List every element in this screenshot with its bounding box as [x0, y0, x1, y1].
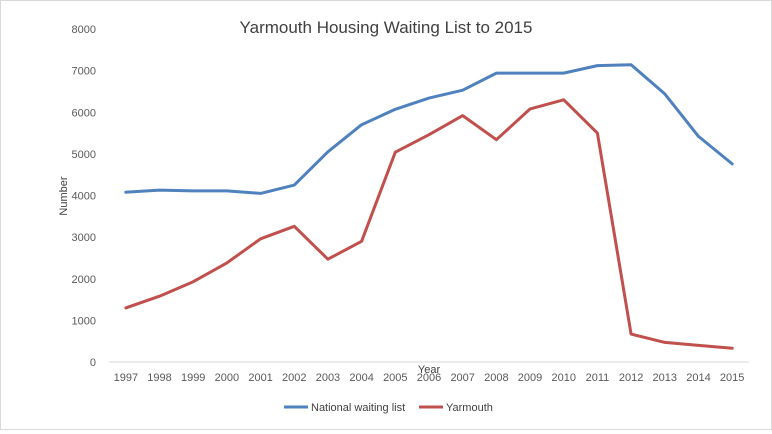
x-tick-label: 2012	[619, 372, 643, 384]
x-tick-label: 2014	[686, 372, 710, 384]
x-tick-label: 2011	[586, 372, 610, 384]
series-line-national	[124, 63, 734, 195]
x-tick-label: 2006	[417, 372, 441, 384]
series-line-yarmouth	[124, 98, 734, 350]
x-tick-label: 2010	[551, 372, 575, 384]
x-tick-label: 2015	[720, 372, 744, 384]
x-axis-ticks: 1997 1998 1999 2000 2001 2002 2003 2004 2005 2006…	[114, 372, 745, 384]
x-tick-label: 2013	[653, 372, 677, 384]
y-tick-label: 6000	[72, 107, 96, 119]
y-tick-label: 0	[90, 357, 96, 369]
x-tick-label: 1998	[147, 372, 171, 384]
y-axis-title: Number	[58, 176, 70, 215]
x-tick-label: 2004	[349, 372, 373, 384]
chart-title: Yarmouth Housing Waiting List to 2015	[240, 18, 533, 37]
x-tick-label: 2007	[450, 372, 474, 384]
x-tick-label: 2009	[518, 372, 542, 384]
y-tick-label: 2000	[72, 274, 96, 286]
y-tick-label: 5000	[72, 149, 96, 161]
x-tick-label: 2000	[215, 372, 239, 384]
series-lines	[124, 63, 734, 350]
y-tick-label: 8000	[72, 24, 96, 36]
x-tick-label: 2005	[383, 372, 407, 384]
y-tick-label: 4000	[72, 191, 96, 203]
x-tick-label: 2002	[282, 372, 306, 384]
y-tick-label: 1000	[72, 315, 96, 327]
x-tick-label: 2003	[316, 372, 340, 384]
x-tick-label: 1999	[181, 372, 205, 384]
x-tick-label: 2008	[484, 372, 508, 384]
legend-label: Yarmouth	[446, 402, 493, 414]
y-tick-label: 3000	[72, 232, 96, 244]
x-axis-title: Year	[418, 364, 441, 376]
legend-label: National waiting list	[311, 402, 405, 414]
y-tick-label: 7000	[72, 66, 96, 78]
x-tick-label: 2001	[248, 372, 272, 384]
y-axis-ticks: 0 1000 2000 3000 4000 5000 6000 7000 8000	[72, 24, 96, 369]
x-tick-label: 1997	[114, 372, 138, 384]
legend: National waiting list Yarmouth	[284, 402, 493, 414]
